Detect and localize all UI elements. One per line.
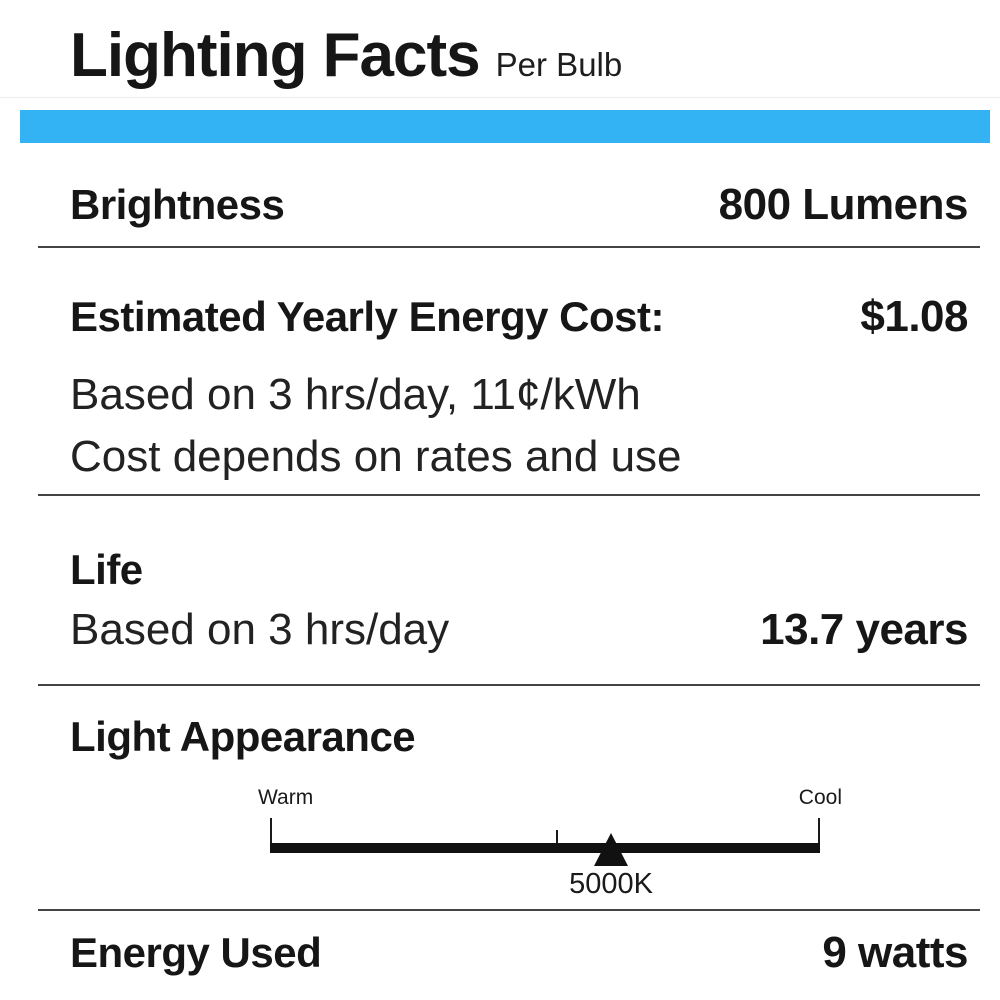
header: Lighting Facts Per Bulb	[70, 20, 970, 108]
energy-used-label: Energy Used	[70, 929, 322, 976]
scale-marker-label: 5000K	[569, 868, 653, 900]
page-subtitle: Per Bulb	[495, 46, 623, 83]
energy-cost-row: Estimated Yearly Energy Cost: $1.08	[70, 292, 968, 342]
accent-bar	[20, 110, 990, 143]
scale-right-tick	[818, 818, 820, 845]
scale-cool-label: Cool	[798, 786, 842, 809]
brightness-value: 800 Lumens	[718, 180, 969, 229]
scale-left-tick	[270, 818, 272, 845]
page-title: Lighting Facts	[70, 21, 481, 90]
energy-cost-value: $1.08	[860, 292, 968, 341]
energy-cost-note-1: Based on 3 hrs/day, 11¢/kWh	[70, 370, 641, 419]
life-value: 13.7 years	[760, 605, 968, 654]
life-note: Based on 3 hrs/day	[70, 605, 450, 654]
energy-cost-label: Estimated Yearly Energy Cost:	[70, 293, 664, 340]
energy-used-row: Energy Used 9 watts	[70, 928, 968, 978]
scale-warm-label: Warm	[258, 786, 314, 809]
scale-bar	[270, 843, 820, 853]
scale-marker-triangle-icon	[594, 833, 628, 866]
life-label: Life	[70, 546, 143, 593]
energy-used-value: 9 watts	[822, 928, 968, 977]
brightness-row: Brightness 800 Lumens	[70, 180, 969, 230]
energy-cost-note-2: Cost depends on rates and use	[70, 432, 682, 481]
divider	[38, 246, 980, 248]
light-appearance-label: Light Appearance	[70, 713, 416, 760]
brightness-label: Brightness	[70, 181, 285, 228]
light-appearance-scale: Warm Cool 5000K	[258, 786, 842, 906]
header-hairline	[0, 97, 1000, 98]
divider	[38, 494, 980, 496]
divider	[38, 909, 980, 911]
life-row: Based on 3 hrs/day 13.7 years	[70, 605, 968, 655]
divider	[38, 684, 980, 686]
scale-mid-tick	[556, 830, 558, 845]
